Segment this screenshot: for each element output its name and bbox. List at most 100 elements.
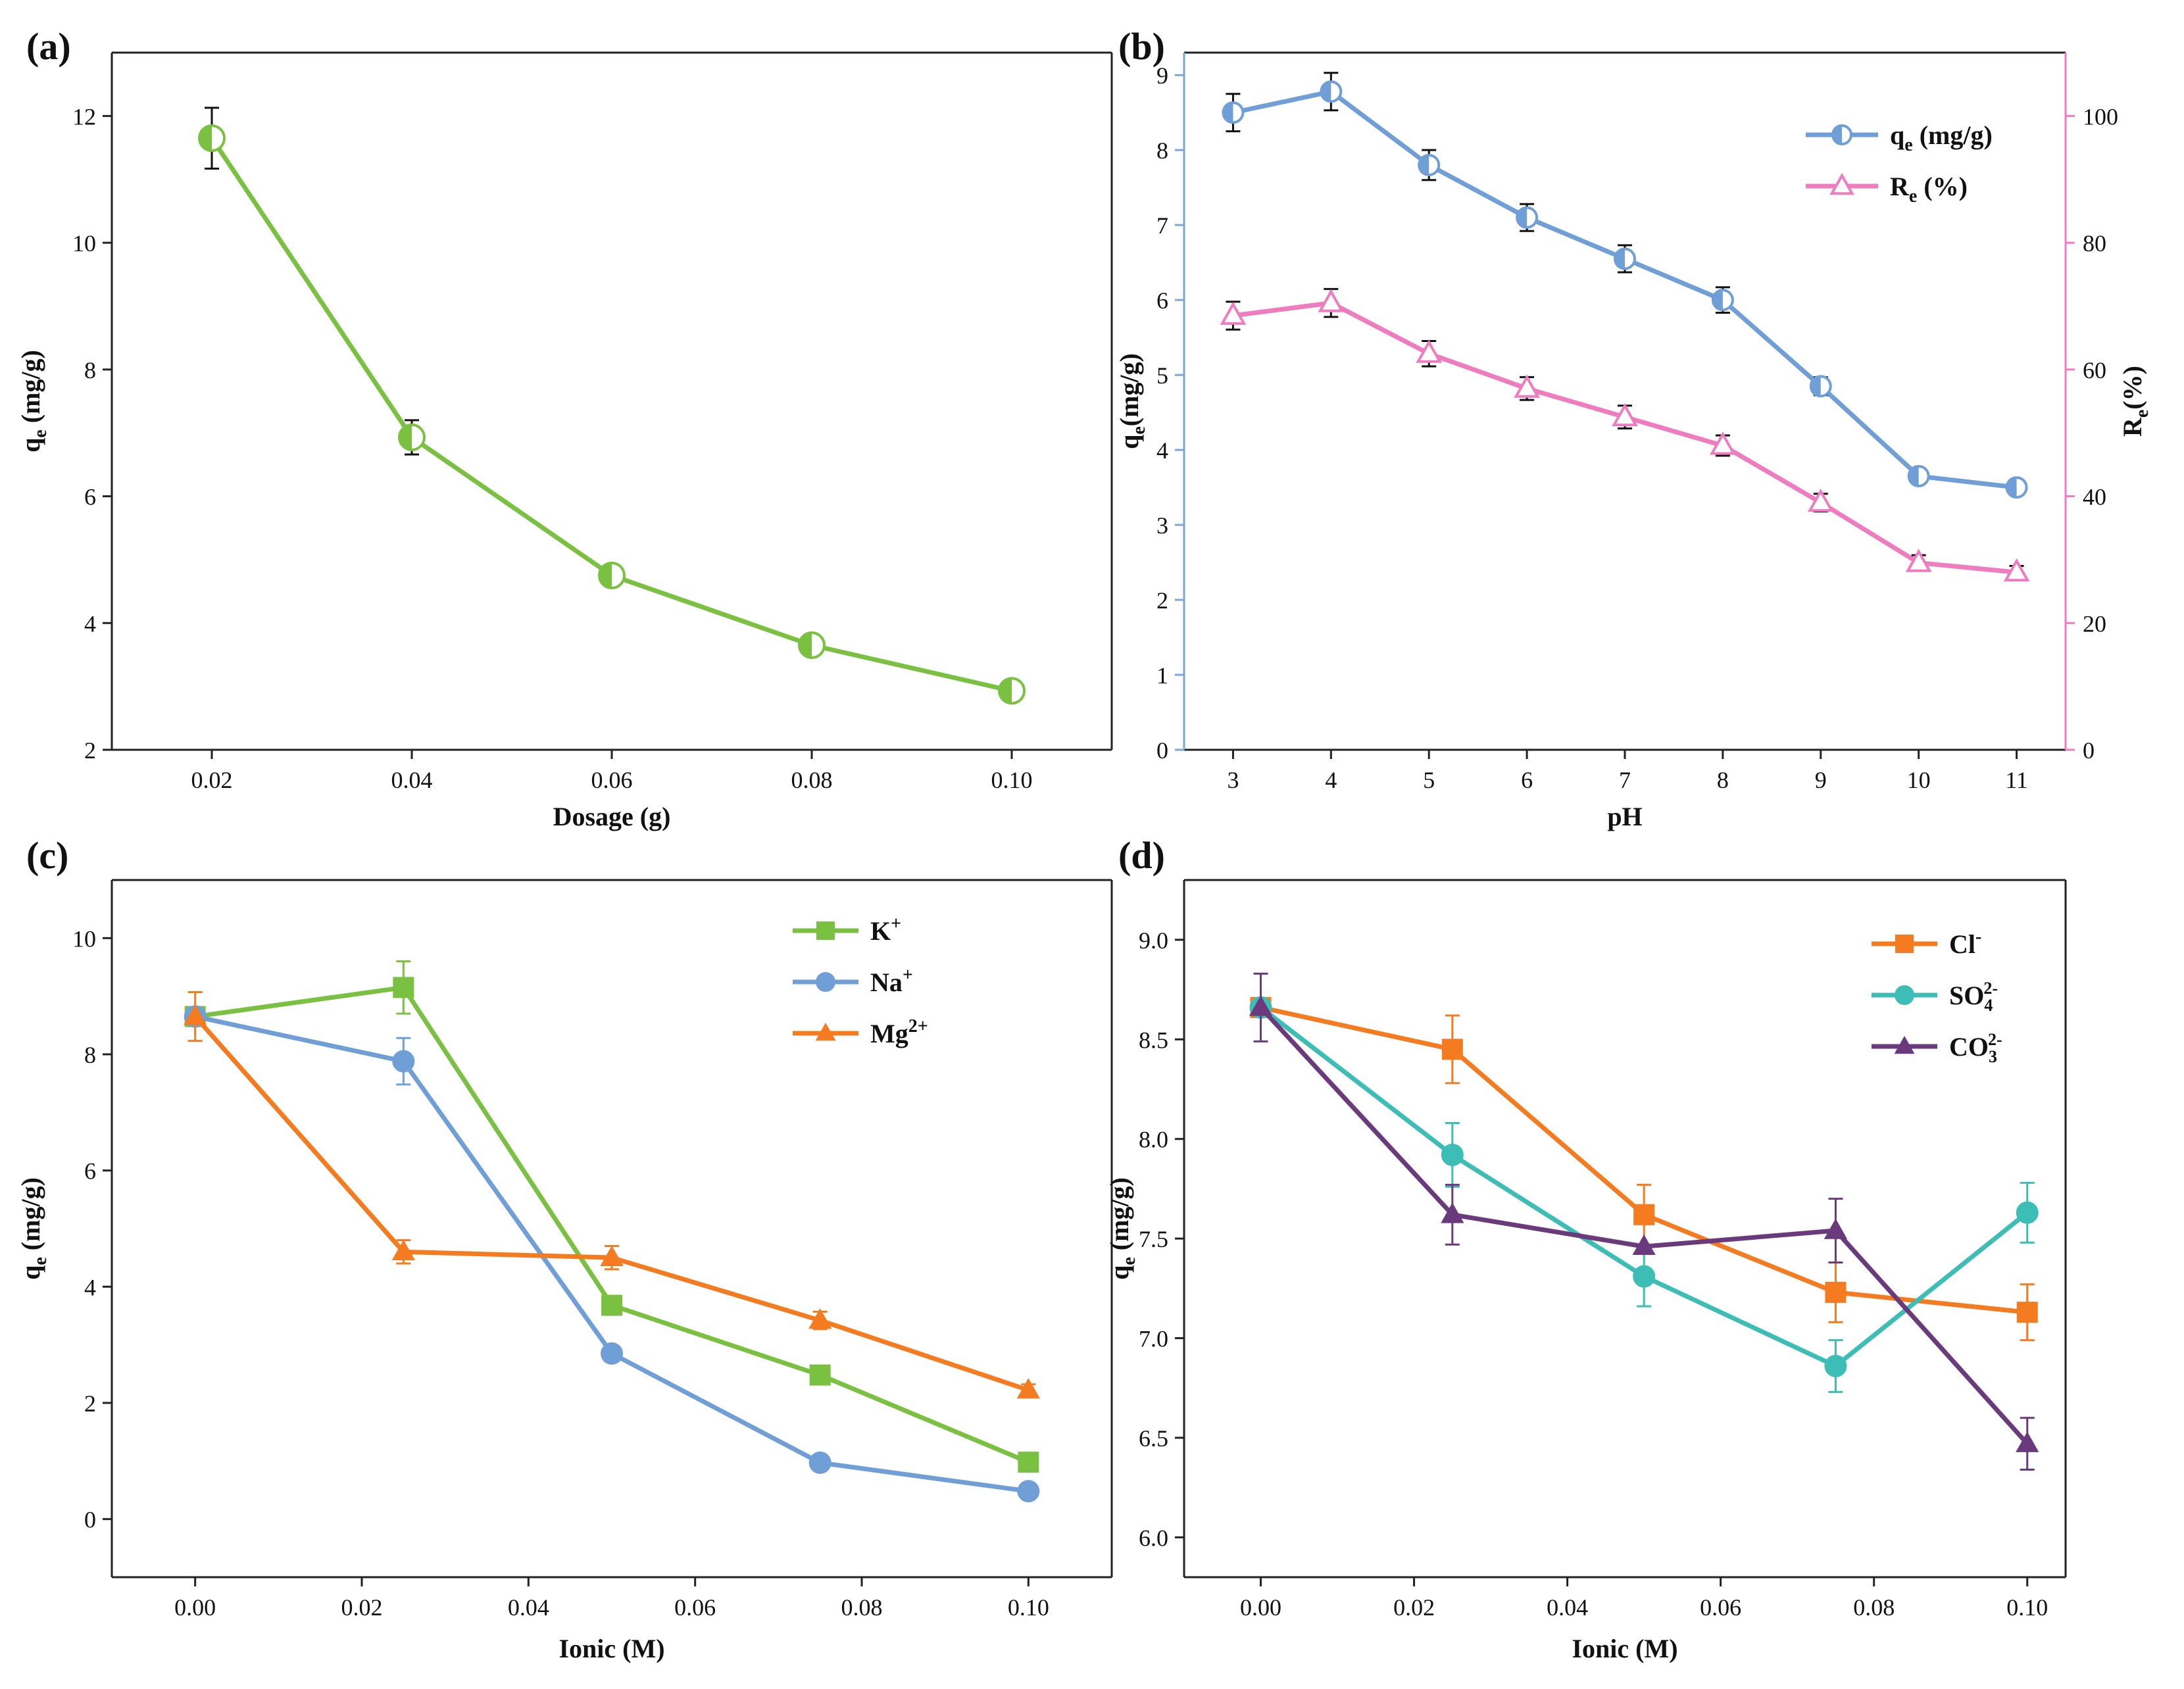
series-2 <box>1249 972 2039 1471</box>
series-2 <box>184 991 1040 1399</box>
y-tick-label: 10 <box>72 925 96 952</box>
data-point <box>393 977 414 998</box>
data-point <box>1905 549 1932 572</box>
y-tick-label: 6.5 <box>1139 1425 1168 1452</box>
y-tick-label: 4 <box>84 1274 96 1300</box>
x-axis-title: pH <box>1607 802 1642 831</box>
data-point <box>1220 301 1247 325</box>
legend-marker <box>1895 935 1914 953</box>
y-right-tick-label: 80 <box>2083 230 2106 257</box>
y-right-tick-label: 60 <box>2083 357 2106 383</box>
data-point <box>808 1451 831 1474</box>
x-tick-label: 0.08 <box>1853 1594 1895 1621</box>
legend: qe (mg/g) Re (%) <box>1806 120 1993 207</box>
y-tick-label: 5 <box>1156 362 1168 389</box>
y-tick-label: 10 <box>72 230 96 257</box>
series-line <box>1232 301 2017 575</box>
x-tick-label: 0.08 <box>791 767 833 793</box>
panel-d: (d) 0.00 0.02 0.04 0.06 0.08 0.10 Ionic (M) 6.0 6… <box>1104 834 2067 1663</box>
y-axis-title: qe (mg/g) <box>1104 1177 1139 1280</box>
x-tick-label: 0.04 <box>508 1594 549 1621</box>
panel-label: (b) <box>1118 25 1165 68</box>
legend-label: CO32- <box>1949 1030 2002 1066</box>
data-point-fill <box>199 126 212 151</box>
y-tick-label: 2 <box>1156 587 1168 614</box>
y-tick-label: 4 <box>84 610 96 637</box>
y-right-axis-title: Re(%) <box>2118 366 2152 437</box>
y-tick-label: 7 <box>1156 212 1168 239</box>
x-tick-label: 9 <box>1815 767 1827 793</box>
data-point <box>1807 488 1834 512</box>
y-tick-label: 1 <box>1156 662 1168 689</box>
panel-label: (c) <box>26 834 68 877</box>
y-tick-label: 8.0 <box>1139 1127 1168 1153</box>
x-tick-label: 0.10 <box>1008 1594 1049 1621</box>
x-tick-label: 0.04 <box>391 767 433 793</box>
x-tick-label: 0.00 <box>174 1594 216 1621</box>
y-tick-label: 6 <box>84 1158 96 1185</box>
y-axis-title: qe(mg/g) <box>1114 353 1149 449</box>
legend-marker <box>1895 985 1914 1005</box>
data-point-fill <box>1419 155 1429 175</box>
data-point <box>184 1004 207 1025</box>
x-tick-label: 0.06 <box>1700 1594 1741 1621</box>
y-right-tick-label: 20 <box>2083 610 2106 637</box>
y-tick-label: 0 <box>1156 737 1168 764</box>
legend-label: K+ <box>870 914 901 946</box>
legend-marker <box>816 921 835 940</box>
data-point <box>1441 1143 1464 1166</box>
data-point <box>1632 1234 1656 1256</box>
data-point <box>1709 431 1736 455</box>
data-point <box>1824 1354 1847 1377</box>
data-point-fill <box>1321 82 1331 102</box>
y-tick-label: 7.5 <box>1139 1226 1168 1252</box>
x-tick-label: 10 <box>1907 767 1931 793</box>
legend-marker-fill <box>1833 126 1842 144</box>
data-point <box>1318 289 1345 312</box>
data-point <box>1416 339 1443 363</box>
y-tick-label: 3 <box>1156 512 1168 539</box>
legend-label: Na+ <box>870 965 913 997</box>
series-0 <box>198 107 1026 705</box>
y-tick-label: 8.5 <box>1139 1027 1168 1053</box>
data-point-fill <box>1712 290 1723 310</box>
x-tick-label: 0.06 <box>591 767 633 793</box>
x-tick-label: 0.02 <box>1393 1594 1435 1621</box>
data-point <box>601 1342 623 1365</box>
series-1 <box>1220 287 2030 582</box>
data-point-fill <box>599 563 612 588</box>
panel-a: (a) 0.02 0.04 0.06 0.08 0.10 Dosage (g) 2 4 6 8 10 1… <box>16 25 1113 831</box>
y-tick-label: 0 <box>84 1507 96 1533</box>
data-point <box>1612 403 1638 427</box>
x-tick-label: 0.08 <box>841 1594 883 1621</box>
data-point-fill <box>1223 103 1233 123</box>
y-right-tick-label: 100 <box>2083 103 2118 130</box>
x-tick-label: 0.10 <box>2006 1594 2048 1621</box>
legend-label: Re (%) <box>1890 172 1968 207</box>
y-tick-label: 9.0 <box>1139 927 1168 954</box>
data-point <box>1018 1452 1039 1473</box>
data-point-fill <box>1810 376 1821 397</box>
panel-label: (d) <box>1118 834 1165 877</box>
data-point <box>808 1308 832 1329</box>
y-tick-label: 4 <box>1156 437 1168 464</box>
legend-label: qe (mg/g) <box>1890 120 1993 155</box>
y-tick-label: 6 <box>84 484 96 510</box>
y-tick-label: 2 <box>84 737 96 764</box>
y-axis-title: qe (mg/g) <box>16 1177 51 1280</box>
panel-b: (b) 3 4 5 6 7 8 9 10 11 pH 0 1 2 3 4 5 6 7 8 9 qe(mg/g) 0 20 40 6… <box>1114 25 2152 831</box>
data-point <box>1441 1039 1463 1060</box>
data-point-fill <box>1517 207 1527 228</box>
data-point <box>1633 1204 1655 1225</box>
legend-label: Mg2+ <box>870 1016 928 1048</box>
series-line <box>193 1015 1030 1392</box>
x-tick-label: 5 <box>1423 767 1435 793</box>
x-tick-label: 0.02 <box>191 767 233 793</box>
y-tick-label: 6 <box>1156 287 1168 314</box>
x-tick-label: 6 <box>1521 767 1533 793</box>
x-tick-label: 0.02 <box>341 1594 383 1621</box>
data-point-fill <box>1615 249 1625 269</box>
x-tick-label: 0.10 <box>991 767 1033 793</box>
data-point <box>600 1245 624 1266</box>
data-point <box>2016 1431 2039 1452</box>
